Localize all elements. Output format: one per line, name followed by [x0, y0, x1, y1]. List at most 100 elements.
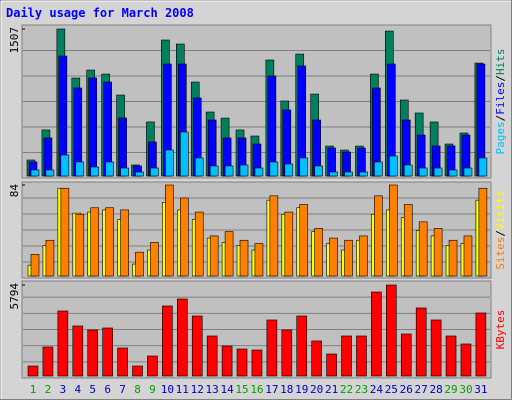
bar — [147, 355, 158, 377]
bar — [88, 77, 98, 177]
bar — [105, 207, 114, 277]
bar — [266, 319, 278, 377]
legend-separator: / — [494, 115, 507, 122]
bar — [150, 242, 159, 277]
bar — [251, 349, 263, 377]
bar — [45, 239, 55, 277]
bar — [267, 75, 277, 177]
bar — [90, 207, 100, 277]
bar — [254, 243, 264, 277]
bar — [162, 305, 173, 377]
x-tick-label: 15 — [235, 383, 248, 396]
x-tick-label: 1 — [30, 383, 37, 396]
bar — [463, 167, 473, 177]
bar — [254, 167, 264, 177]
x-tick-label: 11 — [176, 383, 189, 396]
bar — [239, 239, 249, 277]
y-tick-label: 5794 — [8, 283, 21, 310]
bar — [418, 221, 428, 277]
bar — [30, 169, 40, 177]
bar — [314, 165, 323, 177]
bar — [433, 167, 443, 177]
bar — [314, 228, 323, 277]
bar — [460, 343, 472, 377]
bar — [356, 335, 367, 377]
bar — [478, 187, 488, 277]
bar — [135, 171, 144, 177]
bar — [326, 353, 337, 377]
x-tick-label: 21 — [325, 383, 338, 396]
y-tick-label: 1507 — [8, 27, 21, 54]
bar — [433, 228, 443, 277]
bar — [418, 167, 428, 177]
x-tick-label: 22 — [340, 383, 353, 396]
bar — [475, 312, 487, 377]
bar — [135, 251, 144, 277]
bar — [299, 157, 309, 177]
x-tick-label: 18 — [280, 383, 293, 396]
legend-entry: Hits — [494, 49, 507, 76]
bar — [389, 155, 398, 177]
y-tick-label: 84 — [8, 184, 21, 198]
x-tick-label: 13 — [206, 383, 219, 396]
bar — [284, 163, 294, 177]
bar — [374, 161, 383, 177]
x-tick-label: 2 — [45, 383, 52, 396]
x-tick-label: 12 — [191, 383, 204, 396]
legend-entry: KBytes — [494, 310, 507, 350]
bar — [296, 315, 308, 377]
x-tick-label: 17 — [265, 383, 278, 396]
bar — [463, 235, 473, 277]
bar — [400, 333, 412, 377]
bar — [374, 195, 383, 277]
bar — [224, 231, 234, 277]
bar — [359, 171, 368, 177]
bar — [132, 365, 143, 377]
x-tick-label: 16 — [250, 383, 263, 396]
bar — [102, 327, 113, 377]
legend-entry: Sites — [494, 237, 507, 270]
bar — [341, 335, 352, 377]
bar — [45, 169, 55, 177]
x-tick-label: 26 — [400, 383, 413, 396]
legend-separator: / — [494, 230, 507, 237]
x-tick-label: 31 — [474, 383, 487, 396]
x-tick-label: 10 — [161, 383, 174, 396]
bar — [269, 161, 279, 177]
bar — [90, 166, 100, 177]
bar — [75, 213, 85, 277]
bar — [329, 237, 338, 277]
bar — [42, 346, 54, 377]
x-tick-label: 5 — [89, 383, 96, 396]
bar — [448, 169, 458, 177]
bar — [150, 167, 159, 177]
bar — [117, 347, 128, 377]
bar — [206, 335, 218, 377]
bar — [180, 197, 189, 277]
bar — [299, 204, 309, 277]
bar — [236, 348, 248, 377]
bar — [224, 165, 234, 177]
bar — [118, 117, 127, 177]
bar — [430, 319, 442, 377]
x-tick-label: 29 — [444, 383, 457, 396]
bar — [120, 167, 129, 177]
bar — [87, 329, 99, 377]
x-tick-label: 8 — [134, 383, 141, 396]
x-tick-label: 28 — [429, 383, 442, 396]
bar — [177, 298, 188, 377]
x-tick-label: 14 — [220, 383, 234, 396]
x-tick-label: 23 — [355, 383, 368, 396]
x-tick-label: 6 — [104, 383, 111, 396]
legend-entry: Pages — [494, 121, 507, 154]
bar — [60, 187, 70, 277]
legend-entry: Files — [494, 82, 507, 115]
x-tick-label: 19 — [295, 383, 308, 396]
x-tick-label: 4 — [74, 383, 81, 396]
bar — [165, 184, 174, 277]
bar — [209, 165, 219, 177]
x-tick-label: 27 — [415, 383, 428, 396]
bar — [403, 204, 413, 277]
bar — [284, 211, 294, 277]
bar — [221, 345, 233, 377]
